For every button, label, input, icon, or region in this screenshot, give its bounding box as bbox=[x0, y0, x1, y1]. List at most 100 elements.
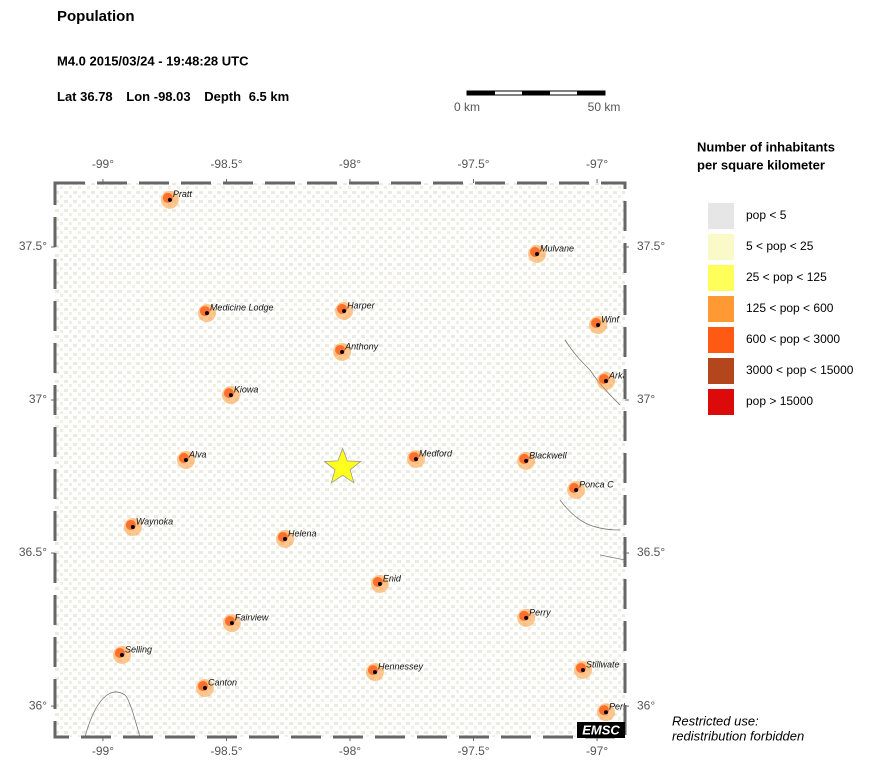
urban-core bbox=[337, 303, 348, 314]
city-label: Fairview bbox=[235, 613, 269, 623]
legend-label: pop > 15000 bbox=[746, 394, 813, 408]
city-label: Enid bbox=[383, 573, 402, 583]
badge-bg bbox=[577, 722, 625, 738]
urban-core bbox=[278, 531, 289, 542]
city-label: Perkins bbox=[609, 702, 640, 712]
city-label: Blackwell bbox=[529, 450, 568, 460]
urban-core bbox=[367, 665, 378, 676]
legend-label: 25 < pop < 125 bbox=[746, 270, 827, 284]
depth-label: Depth bbox=[204, 89, 241, 104]
legend-label: 5 < pop < 25 bbox=[746, 239, 814, 253]
urban-core bbox=[569, 482, 580, 493]
city-label: Harper bbox=[347, 300, 376, 310]
title: Population bbox=[57, 8, 135, 25]
urban-core bbox=[408, 452, 419, 463]
depth-value: 6.5 bbox=[249, 89, 267, 104]
note-line: redistribution forbidden bbox=[672, 728, 804, 743]
lat-value: 36.78 bbox=[80, 89, 113, 104]
lat-tick-label: 37° bbox=[29, 392, 47, 406]
city-dot bbox=[202, 686, 207, 691]
lat-tick-label: 37.5° bbox=[19, 239, 47, 253]
urban-core bbox=[598, 705, 609, 716]
location: Lat 36.78 Lon -98.03 Depth 6.5 km bbox=[57, 89, 289, 104]
lon-value: -98.03 bbox=[154, 89, 191, 104]
city-dot bbox=[524, 615, 529, 620]
city-label: Kiowa bbox=[234, 384, 259, 394]
city-label: Waynoka bbox=[136, 516, 173, 526]
note-line: Restricted use: bbox=[672, 713, 759, 728]
city-dot bbox=[574, 487, 579, 492]
legend-swatch bbox=[708, 389, 734, 415]
urban-core bbox=[519, 453, 530, 464]
legend-swatch bbox=[708, 203, 734, 229]
city-label: Pratt bbox=[173, 189, 193, 199]
city-dot bbox=[167, 197, 172, 202]
urban-core bbox=[372, 576, 383, 587]
legend-swatch bbox=[708, 296, 734, 322]
lat-tick-label: 36.5° bbox=[19, 545, 47, 559]
lat-tick-label: 36° bbox=[29, 698, 47, 712]
city-label: Perry bbox=[529, 607, 551, 617]
urban-core bbox=[223, 388, 234, 399]
city-dot bbox=[372, 670, 377, 675]
city-dot bbox=[183, 458, 188, 462]
city-dot bbox=[377, 581, 382, 586]
lat-tick-label: 37.5° bbox=[637, 239, 665, 253]
city-label: Helena bbox=[288, 528, 317, 538]
legend-swatch bbox=[708, 265, 734, 291]
lat-tick-label: 36° bbox=[637, 698, 655, 712]
city-label: Ponca C bbox=[579, 479, 614, 489]
city-dot bbox=[342, 308, 347, 313]
legend-title: per square kilometer bbox=[697, 157, 825, 172]
lon-tick-label: -97° bbox=[586, 157, 608, 171]
city-label: Alva bbox=[188, 449, 207, 459]
urban-core bbox=[114, 647, 125, 658]
city-dot bbox=[413, 457, 418, 462]
legend-swatch bbox=[708, 358, 734, 384]
urban-core bbox=[197, 681, 208, 692]
city-label: Medford bbox=[419, 448, 453, 458]
city-label: Medicine Lodge bbox=[210, 302, 274, 312]
lon-tick-label: -97.5° bbox=[457, 157, 489, 171]
city-dot bbox=[580, 667, 585, 672]
lon-tick-label: -98.5° bbox=[210, 744, 242, 758]
city-label: Stillwate bbox=[586, 659, 620, 669]
lon-tick-label: -99° bbox=[92, 744, 114, 758]
lon-tick-label: -99° bbox=[92, 157, 114, 171]
lon-tick-label: -97.5° bbox=[457, 744, 489, 758]
lon-tick-label: -98.5° bbox=[210, 157, 242, 171]
urban-core bbox=[178, 453, 189, 463]
city-dot bbox=[283, 536, 288, 541]
urban-core bbox=[125, 520, 136, 531]
legend-title: Number of inhabitants bbox=[697, 139, 835, 154]
lon-tick-label: -98° bbox=[339, 157, 361, 171]
legend-label: pop < 5 bbox=[746, 208, 787, 222]
urban-core bbox=[575, 662, 586, 673]
lat-tick-label: 37° bbox=[637, 392, 655, 406]
city-label: Arkans bbox=[608, 370, 638, 380]
city-dot bbox=[228, 393, 233, 398]
lat-tick-label: 36.5° bbox=[637, 545, 665, 559]
urban-core bbox=[224, 616, 235, 627]
legend-swatch bbox=[708, 234, 734, 260]
urban-core bbox=[591, 318, 602, 329]
urban-core bbox=[335, 344, 346, 355]
city-dot bbox=[340, 349, 345, 354]
lon-tick-label: -98° bbox=[339, 744, 361, 758]
city-dot bbox=[204, 311, 209, 316]
urban-core bbox=[530, 247, 541, 258]
lat-label: Lat bbox=[57, 89, 77, 104]
legend-swatch bbox=[708, 327, 734, 353]
epicenter bbox=[323, 447, 362, 484]
scale-start: 0 km bbox=[454, 100, 480, 114]
event: M4.0 2015/03/24 - 19:48:28 UTC bbox=[57, 53, 249, 68]
lon-tick-label: -97° bbox=[586, 744, 608, 758]
city-dot bbox=[603, 710, 608, 715]
city-dot bbox=[229, 621, 234, 626]
depth-unit: km bbox=[270, 89, 289, 104]
city-label: Hennessey bbox=[378, 661, 424, 671]
city-dot bbox=[603, 379, 608, 384]
city-dot bbox=[524, 458, 529, 463]
city-dot bbox=[596, 323, 601, 328]
